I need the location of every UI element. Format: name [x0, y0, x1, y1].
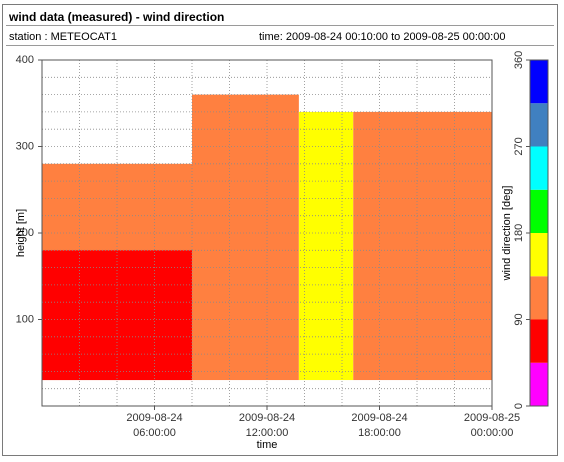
timespan-label: time: 2009-08-24 00:10:00 to 2009-08-25 …: [259, 31, 506, 43]
colorbar-bin-3: [530, 233, 548, 277]
x-tick-label-date: 2009-08-24: [239, 412, 295, 424]
x-tick-label-time: 18:00:00: [358, 427, 401, 439]
colorbar-tick-label: 360: [513, 51, 525, 69]
y-axis: 100 200 300 400: [16, 54, 42, 326]
x-tick-label-date: 2009-08-24: [126, 412, 182, 424]
heatmap-block-2: [192, 94, 299, 381]
y-axis-label: height [m]: [15, 209, 27, 257]
title-divider: [6, 25, 554, 26]
colorbar-bin-2: [530, 276, 548, 320]
x-tick-label-time: 12:00:00: [246, 427, 289, 439]
y-tick-label: 300: [16, 141, 34, 153]
colorbar-tick-label: 180: [513, 224, 525, 242]
y-tick-label: 400: [16, 54, 34, 66]
station-label: station : METEOCAT1: [9, 31, 117, 43]
colorbar-label: wind direction [deg]: [501, 186, 513, 282]
info-divider: [6, 45, 554, 46]
colorbar-bin-6: [530, 103, 548, 147]
x-axis-label: time: [257, 439, 278, 451]
x-tick-label-date: 2009-08-24: [351, 412, 407, 424]
x-tick-label-date: 2009-08-25: [464, 412, 520, 424]
colorbar: 0 90 180 270 360: [513, 51, 549, 409]
x-tick-label-time: 00:00:00: [471, 427, 514, 439]
x-tick-label-time: 06:00:00: [133, 427, 176, 439]
y-tick-label: 200: [16, 227, 34, 239]
colorbar-bin-4: [530, 189, 548, 233]
colorbar-bin-5: [530, 146, 548, 190]
heatmap-block-4: [353, 111, 492, 381]
chart-title: wind data (measured) - wind direction: [9, 10, 225, 24]
heatmap-cells: [42, 94, 492, 381]
colorbar-tick-label: 0: [513, 403, 525, 409]
colorbar-tick-label: 270: [513, 137, 525, 155]
colorbar-bin-1: [530, 319, 548, 363]
x-axis: 2009-08-24 06:00:00 2009-08-24 12:00:00 2009…: [126, 406, 520, 439]
heatmap-block-3: [298, 111, 354, 381]
colorbar-tick-label: 90: [513, 313, 525, 325]
colorbar-bin-7: [530, 60, 548, 104]
y-tick-label: 100: [16, 314, 34, 326]
colorbar-bin-0: [530, 362, 548, 406]
plot-grid: [42, 60, 492, 406]
